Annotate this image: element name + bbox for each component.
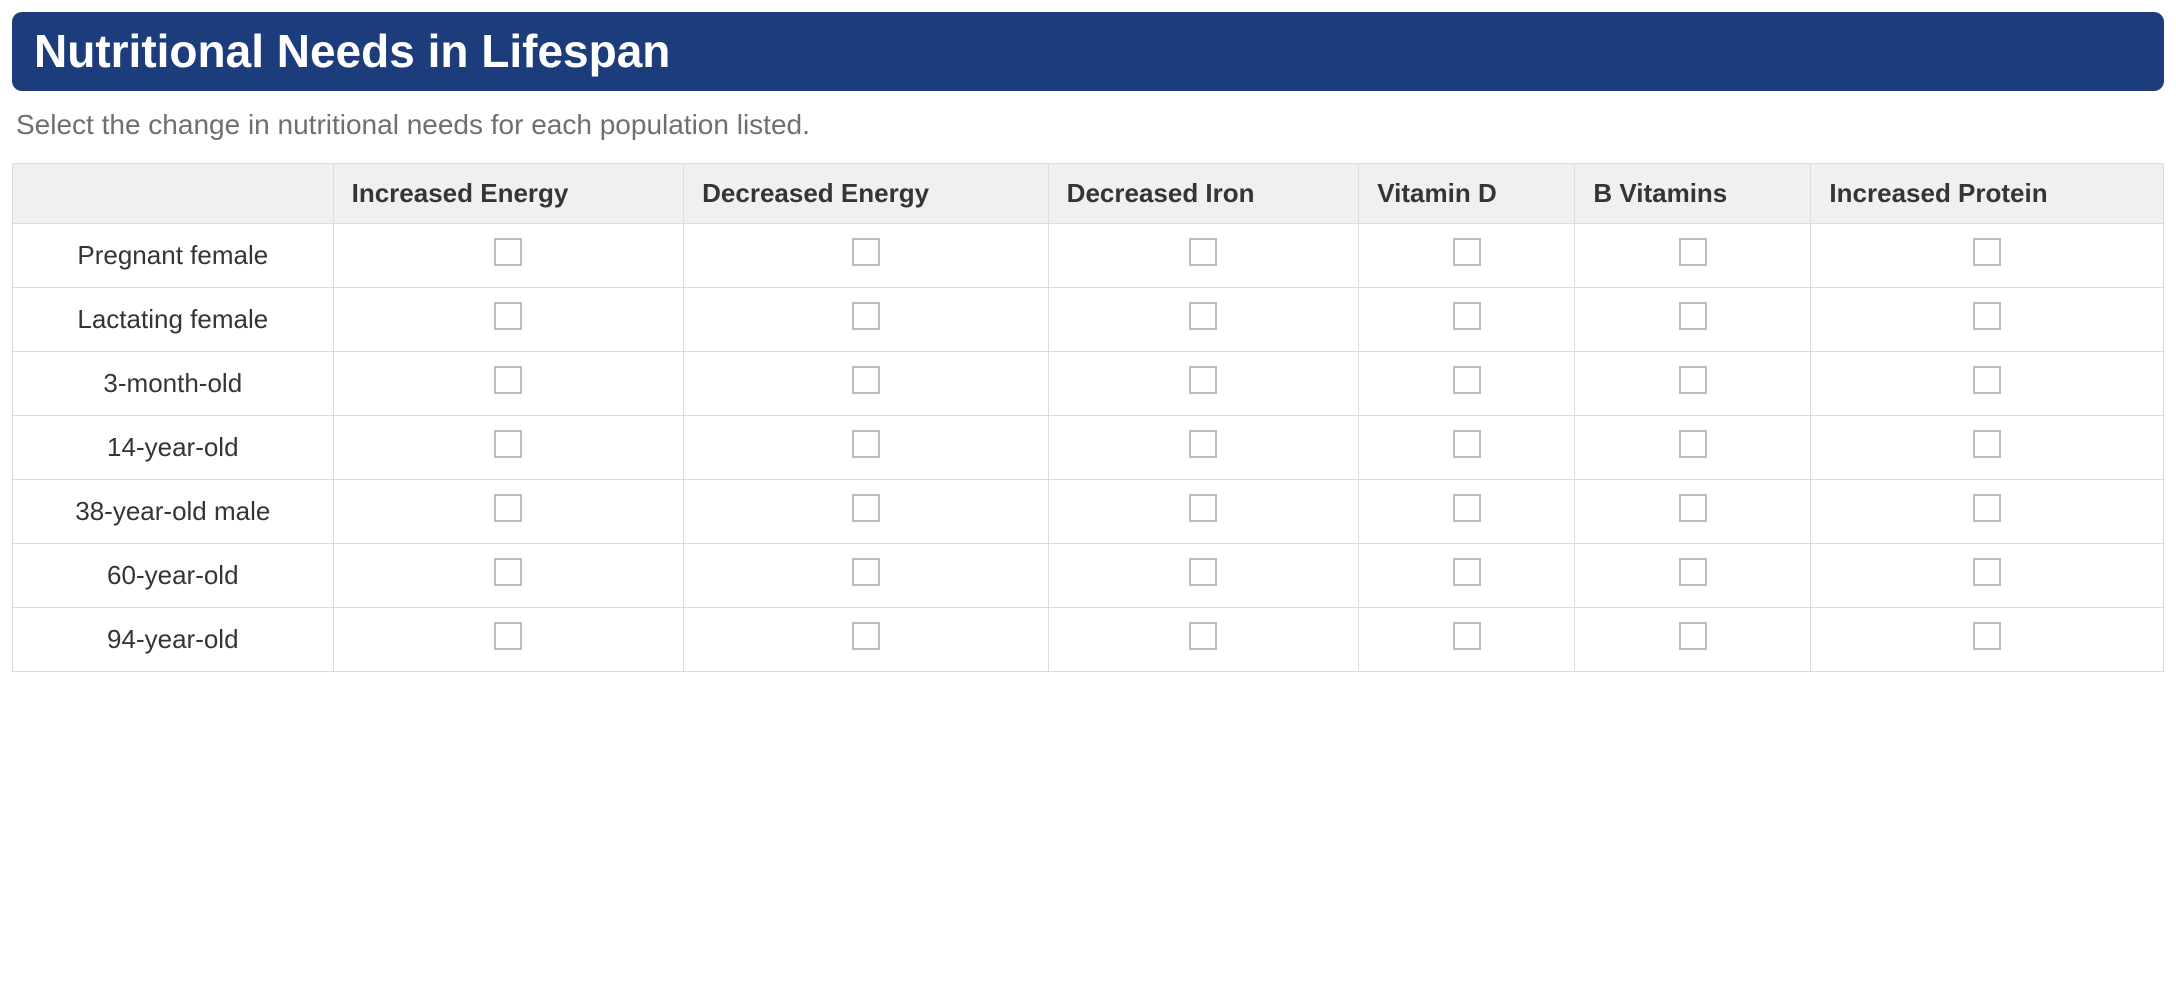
checkbox[interactable] — [494, 238, 522, 266]
nutritional-needs-table: Increased Energy Decreased Energy Decrea… — [12, 163, 2164, 672]
checkbox[interactable] — [1679, 622, 1707, 650]
instruction-text: Select the change in nutritional needs f… — [16, 109, 2160, 141]
row-label: Pregnant female — [13, 223, 334, 287]
checkbox[interactable] — [1973, 494, 2001, 522]
checkbox[interactable] — [1679, 494, 1707, 522]
column-header: Vitamin D — [1359, 163, 1575, 223]
row-label: 3-month-old — [13, 351, 334, 415]
column-header: Increased Energy — [333, 163, 684, 223]
checkbox[interactable] — [1453, 558, 1481, 586]
checkbox[interactable] — [1973, 558, 2001, 586]
checkbox[interactable] — [852, 366, 880, 394]
checkbox[interactable] — [1189, 430, 1217, 458]
checkbox[interactable] — [494, 622, 522, 650]
row-label: 38-year-old male — [13, 479, 334, 543]
checkbox[interactable] — [1189, 558, 1217, 586]
checkbox[interactable] — [1189, 366, 1217, 394]
checkbox[interactable] — [1679, 238, 1707, 266]
checkbox[interactable] — [494, 366, 522, 394]
checkbox[interactable] — [852, 302, 880, 330]
column-header: B Vitamins — [1575, 163, 1811, 223]
checkbox[interactable] — [1453, 366, 1481, 394]
column-header: Increased Protein — [1811, 163, 2164, 223]
table-row: 14-year-old — [13, 415, 2164, 479]
checkbox[interactable] — [1973, 302, 2001, 330]
checkbox[interactable] — [1679, 302, 1707, 330]
checkbox[interactable] — [1453, 238, 1481, 266]
checkbox[interactable] — [1189, 302, 1217, 330]
row-label: 94-year-old — [13, 607, 334, 671]
checkbox[interactable] — [1679, 558, 1707, 586]
checkbox[interactable] — [1973, 622, 2001, 650]
table-row: Lactating female — [13, 287, 2164, 351]
checkbox[interactable] — [494, 430, 522, 458]
checkbox[interactable] — [494, 494, 522, 522]
checkbox[interactable] — [1453, 622, 1481, 650]
row-label: Lactating female — [13, 287, 334, 351]
checkbox[interactable] — [852, 558, 880, 586]
checkbox[interactable] — [1189, 622, 1217, 650]
checkbox[interactable] — [852, 494, 880, 522]
checkbox[interactable] — [852, 430, 880, 458]
table-body: Pregnant female Lactating female 3-month… — [13, 223, 2164, 671]
checkbox[interactable] — [1679, 430, 1707, 458]
table-row: Pregnant female — [13, 223, 2164, 287]
checkbox[interactable] — [1189, 238, 1217, 266]
checkbox[interactable] — [1453, 430, 1481, 458]
table-row: 60-year-old — [13, 543, 2164, 607]
checkbox[interactable] — [494, 558, 522, 586]
table-header-corner — [13, 163, 334, 223]
checkbox[interactable] — [1973, 238, 2001, 266]
column-header: Decreased Energy — [684, 163, 1049, 223]
checkbox[interactable] — [1453, 302, 1481, 330]
checkbox[interactable] — [1973, 366, 2001, 394]
checkbox[interactable] — [1189, 494, 1217, 522]
page-title-bar: Nutritional Needs in Lifespan — [12, 12, 2164, 91]
table-row: 94-year-old — [13, 607, 2164, 671]
checkbox[interactable] — [494, 302, 522, 330]
checkbox[interactable] — [852, 622, 880, 650]
column-header: Decreased Iron — [1048, 163, 1359, 223]
table-row: 3-month-old — [13, 351, 2164, 415]
checkbox[interactable] — [1679, 366, 1707, 394]
row-label: 14-year-old — [13, 415, 334, 479]
checkbox[interactable] — [1453, 494, 1481, 522]
checkbox[interactable] — [852, 238, 880, 266]
checkbox[interactable] — [1973, 430, 2001, 458]
page-title: Nutritional Needs in Lifespan — [34, 25, 670, 77]
table-row: 38-year-old male — [13, 479, 2164, 543]
row-label: 60-year-old — [13, 543, 334, 607]
